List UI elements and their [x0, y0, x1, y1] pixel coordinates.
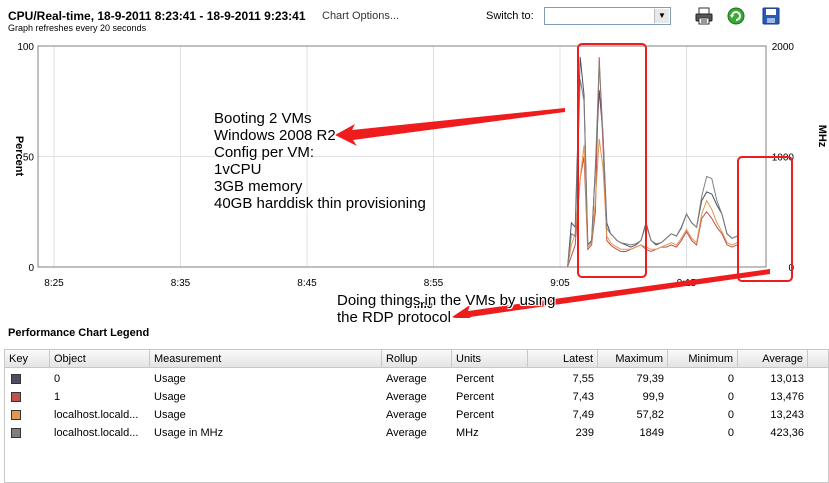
legend-cell-rollup: Average — [386, 373, 427, 385]
x-tick-label: 8:45 — [297, 278, 317, 289]
switch-to-select[interactable]: ▼ — [544, 7, 671, 25]
legend-cell-units: MHz — [456, 427, 479, 439]
legend-cell-object: localhost.locald... — [54, 427, 139, 439]
legend-table: Key Object Measurement Rollup Units Late… — [4, 349, 829, 483]
legend-cell-object: localhost.locald... — [54, 409, 139, 421]
legend-cell-latest: 239 — [575, 427, 594, 439]
legend-row[interactable]: 1 Usage Average Percent 7,43 99,9 0 13,476 — [5, 388, 828, 406]
x-tick-label: 8:25 — [44, 278, 64, 289]
annotation-arrow-rdp — [452, 269, 770, 318]
column-header[interactable]: Object — [50, 350, 150, 368]
legend-row[interactable]: 0 Usage Average Percent 7,55 79,39 0 13,013 — [5, 370, 828, 388]
legend-cell-average: 423,36 — [770, 427, 804, 439]
series-line — [567, 57, 738, 268]
legend-cell-maximum: 57,82 — [636, 409, 664, 421]
legend-cell-measurement: Usage — [154, 391, 186, 403]
legend-cell-object: 1 — [54, 391, 61, 403]
rdp-highlight-box — [737, 156, 793, 282]
column-header[interactable]: Units — [452, 350, 528, 368]
save-icon[interactable] — [762, 7, 780, 25]
annotation-line: Config per VM: — [214, 144, 315, 161]
series-color-swatch — [11, 428, 21, 438]
legend-cell-rollup: Average — [386, 391, 427, 403]
x-tick-label: 9:05 — [550, 278, 570, 289]
legend-cell-latest: 7,43 — [572, 391, 594, 403]
legend-row[interactable]: localhost.locald... Usage in MHz Average MH… — [5, 424, 828, 442]
y-axis-label: Percent — [13, 136, 25, 177]
legend-cell-rollup: Average — [386, 427, 427, 439]
legend-cell-latest: 7,55 — [572, 373, 594, 385]
legend-cell-latest: 7,49 — [572, 409, 594, 421]
legend-cell-average: 13,013 — [770, 373, 804, 385]
chart-area: 8:258:358:458:559:059:15050100010002000 … — [0, 38, 829, 326]
legend-cell-maximum: 79,39 — [636, 373, 664, 385]
legend-header-row: Key Object Measurement Rollup Units Late… — [5, 350, 828, 368]
annotation-rdp: Doing things in the VMs by using the RDP… — [337, 292, 556, 326]
column-header[interactable]: Key — [5, 350, 50, 368]
legend-title: Performance Chart Legend — [8, 327, 150, 339]
performance-chart: 8:258:358:458:559:059:15050100010002000 … — [13, 42, 828, 318]
legend-cell-minimum: 0 — [727, 391, 734, 403]
legend-cell-maximum: 99,9 — [642, 391, 664, 403]
series-color-swatch — [11, 392, 21, 402]
column-header[interactable]: Latest — [528, 350, 598, 368]
column-header[interactable]: Minimum — [668, 350, 738, 368]
annotation-line: Windows 2008 R2 — [214, 127, 336, 144]
column-header[interactable]: Rollup — [382, 350, 452, 368]
annotation-line: 1vCPU — [214, 161, 262, 178]
chart-title: CPU/Real-time, 18-9-2011 8:23:41 - 18-9-… — [8, 9, 306, 23]
switch-to-label: Switch to: — [486, 10, 534, 22]
refresh-note: Graph refreshes every 20 seconds — [8, 23, 147, 33]
refresh-icon[interactable] — [727, 7, 745, 25]
annotation-arrow-boot — [335, 108, 565, 146]
printer-icon[interactable] — [695, 7, 713, 25]
series-color-swatch — [11, 374, 21, 384]
y2-axis-label: MHz — [816, 125, 828, 148]
series-line — [567, 138, 738, 268]
chart-header: CPU/Real-time, 18-9-2011 8:23:41 - 18-9-… — [0, 0, 829, 38]
chevron-down-icon[interactable]: ▼ — [654, 9, 669, 23]
legend-cell-units: Percent — [456, 409, 494, 421]
legend-cell-minimum: 0 — [727, 373, 734, 385]
legend-cell-minimum: 0 — [727, 409, 734, 421]
x-tick-label: 8:35 — [171, 278, 191, 289]
legend-cell-rollup: Average — [386, 409, 427, 421]
legend-cell-units: Percent — [456, 391, 494, 403]
y-tick-label: 50 — [23, 153, 35, 164]
annotation-line: Booting 2 VMs — [214, 110, 312, 127]
legend-cell-measurement: Usage — [154, 409, 186, 421]
series-line — [567, 62, 738, 268]
y-tick-label: 0 — [28, 263, 34, 274]
annotation-boot: Booting 2 VMs Windows 2008 R2 Config per… — [214, 110, 426, 212]
chart-options-link[interactable]: Chart Options... — [322, 10, 400, 22]
legend-cell-average: 13,476 — [770, 391, 804, 403]
annotation-line: 40GB harddisk thin provisioning — [214, 195, 426, 212]
x-tick-label: 8:55 — [424, 278, 444, 289]
y2-tick-label: 2000 — [772, 42, 795, 53]
legend-cell-object: 0 — [54, 373, 61, 385]
legend-cell-measurement: Usage in MHz — [154, 427, 224, 439]
legend-cell-average: 13,243 — [770, 409, 804, 421]
legend-cell-minimum: 0 — [727, 427, 734, 439]
legend-cell-maximum: 1849 — [639, 427, 664, 439]
annotation-line: 3GB memory — [214, 178, 303, 195]
column-header[interactable]: Average — [738, 350, 808, 368]
legend-cell-measurement: Usage — [154, 373, 186, 385]
boot-highlight-box — [577, 43, 647, 278]
column-header[interactable]: Measurement — [150, 350, 382, 368]
x-axis-label: Time — [407, 299, 432, 311]
column-header[interactable]: Maximum — [598, 350, 668, 368]
legend-cell-units: Percent — [456, 373, 494, 385]
legend-row[interactable]: localhost.locald... Usage Average Percent 7,… — [5, 406, 828, 424]
series-color-swatch — [11, 410, 21, 420]
y-tick-label: 100 — [17, 42, 34, 53]
